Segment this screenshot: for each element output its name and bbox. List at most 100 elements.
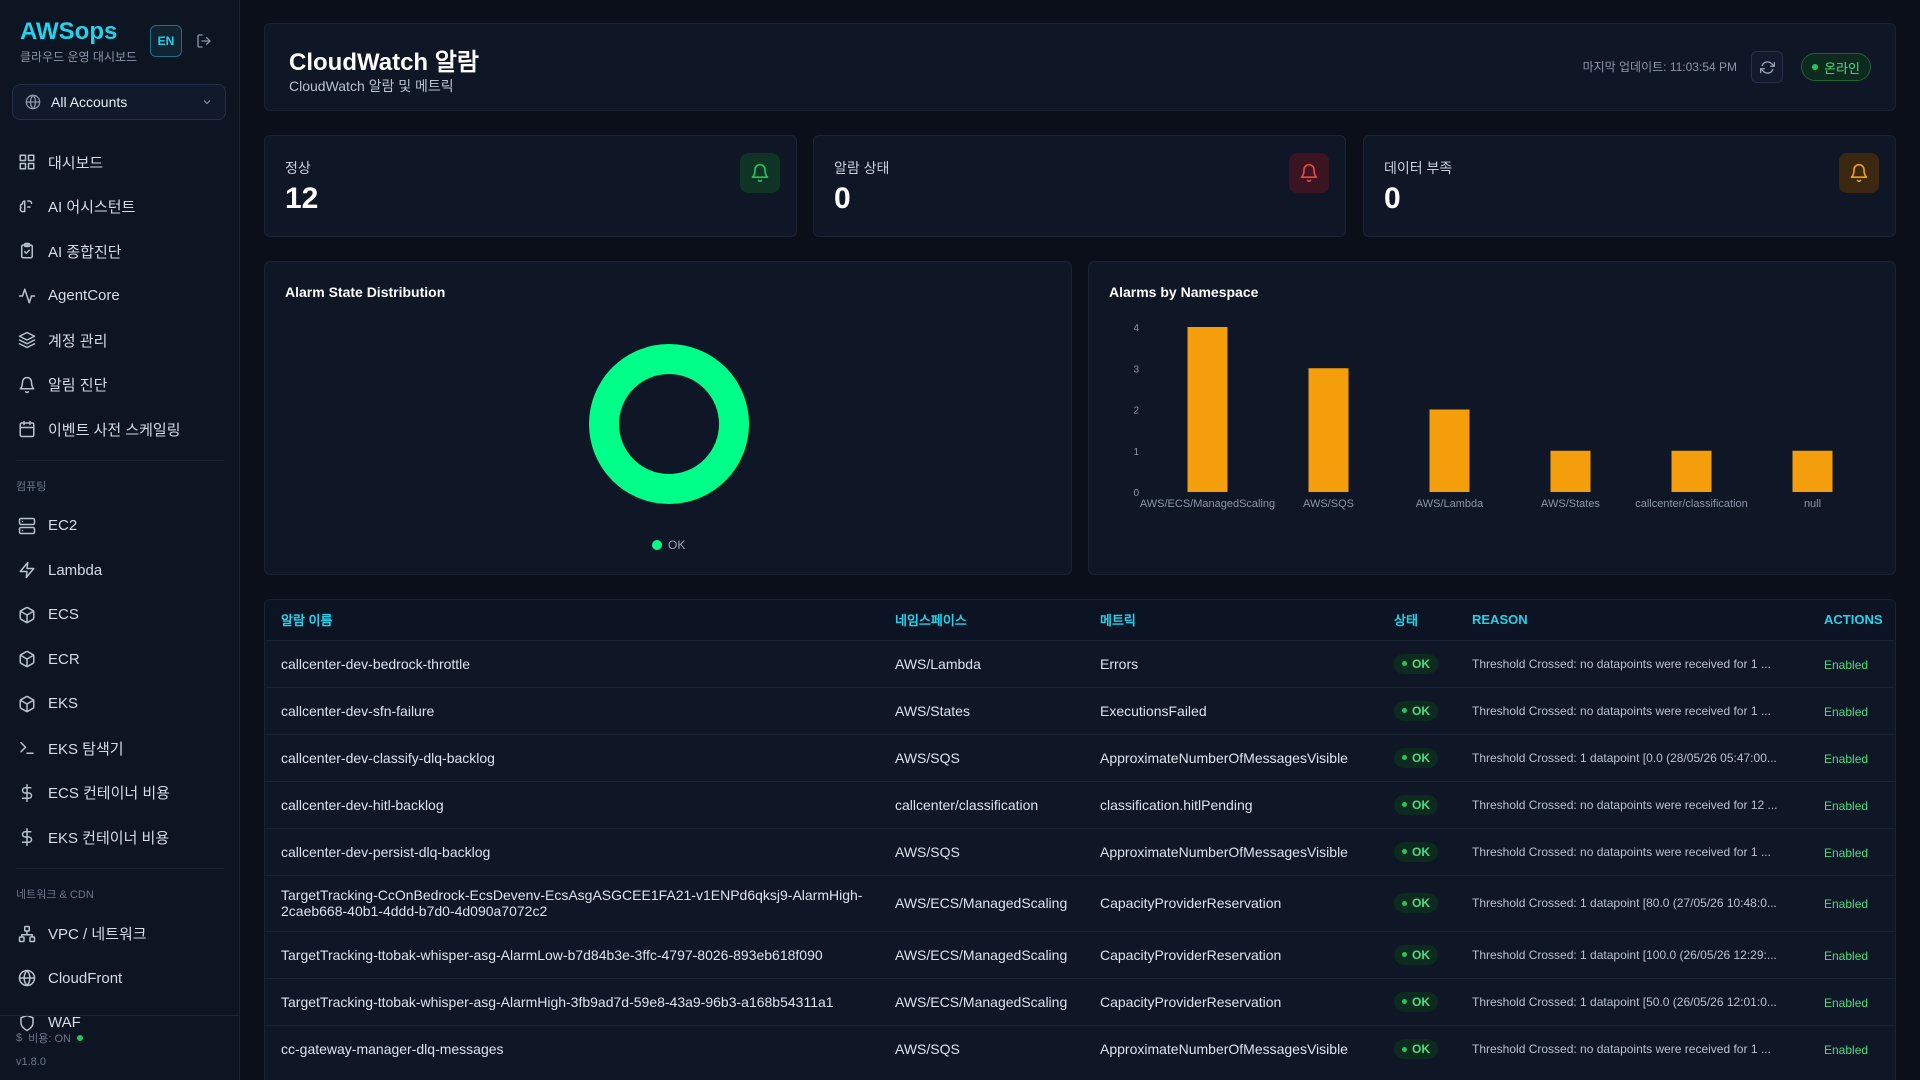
actions-status: Enabled: [1824, 751, 1869, 766]
reason-cell: Threshold Crossed: 1 datapoint [80.0 (27…: [1456, 874, 1808, 931]
sidebar-item[interactable]: Lambda: [0, 548, 240, 593]
sidebar-item-label: Lambda: [48, 561, 103, 579]
logout-icon: [197, 34, 211, 48]
metric: CapacityProviderReservation: [1084, 977, 1378, 1025]
status-label: OK: [1412, 1042, 1430, 1056]
alarm-name[interactable]: callcenter-dev-classify-dlq-backlog: [265, 733, 879, 781]
table-row[interactable]: TargetTracking-ttobak-whisper-asg-AlarmH…: [265, 977, 1895, 1025]
bar[interactable]: [1187, 327, 1228, 492]
y-tick-label: 0: [1133, 488, 1139, 499]
sidebar-item[interactable]: VPC / 네트워크: [0, 912, 240, 957]
column-header-alarm-name[interactable]: 알람 이름: [281, 613, 333, 629]
refresh-button[interactable]: [1751, 51, 1783, 83]
sidebar-item-label: AI 종합진단: [48, 243, 122, 261]
table-row[interactable]: callcenter-dev-persist-dlq-backlog AWS/SQ…: [265, 827, 1895, 875]
column-header-reason[interactable]: REASON: [1472, 612, 1528, 628]
stat-value: 0: [1384, 182, 1401, 215]
account-select[interactable]: All Accounts: [12, 84, 226, 120]
table-row[interactable]: callcenter-dev-classify-dlq-backlog AWS/S…: [265, 733, 1895, 781]
dollar-icon: $: [16, 1032, 23, 1044]
table-row[interactable]: cc-gateway-manager-dlq-messages AWS/SQS Ap…: [265, 1024, 1895, 1072]
reason-cell: Threshold Crossed: 1 datapoint [50.0 (26…: [1456, 977, 1808, 1025]
sidebar-item[interactable]: 계정 관리: [0, 318, 240, 363]
sidebar-item[interactable]: ECS 컨테이너 비용: [0, 771, 240, 816]
bell-icon: [19, 376, 35, 393]
actions-status: Enabled: [1824, 995, 1869, 1010]
column-header-namespace[interactable]: 네임스페이스: [895, 613, 967, 629]
reason: Threshold Crossed: no datapoints were re…: [1472, 844, 1771, 859]
alarm-name[interactable]: callcenter-dev-hitl-backlog: [265, 780, 879, 828]
actions-status: Enabled: [1824, 845, 1869, 860]
sidebar: AWSops 클라우드 운영 대시보드 EN All Accounts 대시보드…: [0, 0, 240, 1080]
reason: Threshold Crossed: no datapoints were re…: [1472, 797, 1778, 812]
dashboard-icon: [19, 154, 35, 170]
y-tick-label: 2: [1133, 406, 1139, 417]
alarm-name[interactable]: TargetTracking-CcOnBedrock-EcsDevenv-Ecs…: [265, 874, 879, 931]
brain-icon: [19, 200, 33, 213]
sidebar-item[interactable]: CloudFront: [0, 956, 240, 1001]
table-row[interactable]: TargetTracking-ttobak-whisper-asg-AlarmL…: [265, 930, 1895, 978]
actions-cell: Enabled: [1808, 1024, 1895, 1072]
alarm-name[interactable]: callcenter-dev-persist-dlq-backlog: [265, 827, 879, 875]
column-header-state[interactable]: 상태: [1394, 613, 1418, 629]
sidebar-item[interactable]: ECR: [0, 637, 240, 682]
sidebar-item[interactable]: AI 어시스턴트: [0, 185, 240, 230]
table-row[interactable]: callcenter-dev-sfn-failure AWS/States Exec…: [265, 686, 1895, 734]
activity-icon: [18, 288, 36, 304]
chevron-down-icon: [203, 100, 211, 105]
alarm-name[interactable]: TargetTracking-ttobak-whisper-asg-AlarmH…: [265, 977, 879, 1025]
calendar-icon: [19, 421, 35, 438]
alarm-name[interactable]: cc-gateway-manager-dlq-messages: [265, 1024, 879, 1072]
alarm-name[interactable]: callcenter-dev-sfn-failure: [265, 686, 879, 734]
x-tick-label: AWS/ECS/ManagedScaling: [1140, 498, 1275, 510]
namespace: AWS/SQS: [879, 733, 1084, 781]
x-tick-label: AWS/States: [1541, 498, 1600, 510]
table-row[interactable]: TargetTracking-CcOnBedrock-EcsDevenv-Ecs…: [265, 874, 1895, 931]
table-row[interactable]: callcenter-dev-hitl-backlog callcenter/cl…: [265, 780, 1895, 828]
bar[interactable]: [1429, 409, 1470, 493]
alarm-name[interactable]: callcenter-dev-bedrock-throttle: [265, 639, 879, 687]
column-header-metric[interactable]: 메트릭: [1100, 613, 1136, 629]
online-dot: [1812, 64, 1819, 70]
sidebar-item-label: 대시보드: [48, 154, 104, 172]
language-toggle-button[interactable]: EN: [150, 25, 182, 57]
reason-cell: Threshold Crossed: no datapoints were re…: [1456, 639, 1808, 687]
online-status-label: 온라인: [1824, 60, 1860, 76]
logout-button[interactable]: [194, 31, 214, 51]
sidebar-item[interactable]: EKS: [0, 682, 240, 727]
bar[interactable]: [1550, 450, 1591, 492]
bar[interactable]: [1792, 450, 1833, 492]
sidebar-item[interactable]: AgentCore: [0, 274, 240, 319]
sidebar-item[interactable]: 알림 진단: [0, 363, 240, 408]
actions-cell: Enabled: [1808, 686, 1895, 734]
bar-chart: 0 1 2 3 4 AWS/ECS/ManagedScaling AWS/SQS AWS/La…: [1133, 323, 1833, 510]
namespace: AWS/ECS/ManagedScaling: [879, 930, 1084, 978]
alarm-name[interactable]: TargetTracking-ttobak-whisper-asg-AlarmL…: [265, 930, 879, 978]
sidebar-item[interactable]: 이벤트 사전 스케일링: [0, 407, 240, 452]
column-header-actions[interactable]: ACTIONS: [1824, 612, 1883, 628]
namespace: AWS/ECS/ManagedScaling: [879, 874, 1084, 931]
sidebar-item[interactable]: AI 종합진단: [0, 229, 240, 274]
state-cell: OK: [1378, 977, 1456, 1025]
reason: Threshold Crossed: 1 datapoint [80.0 (27…: [1472, 896, 1777, 910]
metric: ExecutionsFailed: [1084, 686, 1378, 734]
x-tick-label: null: [1804, 498, 1821, 510]
bar[interactable]: [1671, 450, 1712, 492]
brand-title[interactable]: AWSops: [20, 18, 118, 45]
sidebar-nav: 대시보드 AI 어시스턴트 AI 종합진단 AgentCore 계정 관리 알림 진단 이벤…: [0, 140, 240, 1045]
network-icon: [18, 925, 36, 942]
y-tick-label: 1: [1133, 447, 1139, 458]
status-label: OK: [1412, 703, 1430, 718]
sidebar-item[interactable]: 대시보드: [0, 140, 240, 185]
sidebar-item[interactable]: EKS 탐색기: [0, 726, 240, 771]
stat-card-insufficient: 데이터 부족 0: [1363, 135, 1896, 237]
status-label: OK: [1412, 844, 1430, 859]
sidebar-item[interactable]: ECS: [0, 593, 240, 638]
actions-status: Enabled: [1824, 897, 1869, 911]
sidebar-item[interactable]: EKS 컨테이너 비용: [0, 815, 240, 860]
bar[interactable]: [1308, 368, 1349, 492]
table-row[interactable]: callcenter-dev-bedrock-throttle AWS/Lambd…: [265, 639, 1895, 687]
pie-slice-ok[interactable]: [589, 344, 749, 504]
sidebar-item[interactable]: EC2: [0, 504, 240, 549]
brand: AWSops 클라우드 운영 대시보드: [20, 18, 137, 65]
